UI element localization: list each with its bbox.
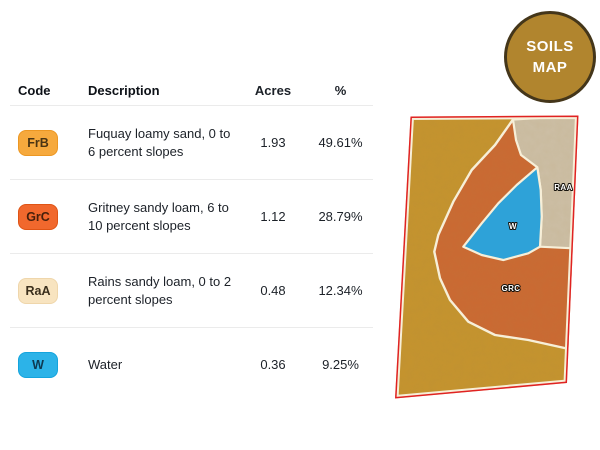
soil-code-badge: W: [18, 351, 58, 378]
soil-table-body: FrB Fuquay loamy sand, 0 to 6 percent sl…: [10, 105, 373, 401]
soil-table-row: W Water 0.36 9.25%: [10, 327, 373, 401]
grc-boundary-line: [433, 118, 571, 351]
soil-percent: 49.61%: [318, 135, 363, 150]
soils-map: RAA W GRC: [385, 100, 600, 415]
soil-description: Rains sandy loam, 0 to 2 percent slopes: [88, 273, 232, 307]
soil-table-row: RaA Rains sandy loam, 0 to 2 percent slo…: [10, 253, 373, 327]
map-label-w: W: [509, 222, 517, 231]
header-code: Code: [18, 83, 51, 98]
region-water: [462, 166, 543, 262]
soil-acres: 0.48: [260, 283, 286, 298]
soil-code-badge: FrB: [18, 129, 58, 156]
soil-description: Water: [88, 356, 123, 372]
soil-description: Fuquay loamy sand, 0 to 6 percent slopes: [88, 125, 231, 159]
soils-map-svg: RAA W GRC: [395, 115, 579, 399]
soil-table: Code Description Acres % FrB Fuquay loam…: [10, 76, 373, 401]
soil-acres: 1.93: [260, 135, 286, 150]
soil-percent: 28.79%: [318, 209, 363, 224]
soil-table-row: GrC Gritney sandy loam, 6 to 10 percent …: [10, 179, 373, 253]
soil-table-header: Code Description Acres %: [10, 76, 373, 105]
stamp-line1: SOILS: [526, 38, 574, 55]
soil-code-badge: GrC: [18, 203, 58, 230]
soil-percent: 12.34%: [318, 283, 363, 298]
header-description: Description: [88, 83, 160, 98]
soil-acres: 0.36: [260, 357, 286, 372]
header-acres: Acres: [254, 83, 292, 98]
soil-description: Gritney sandy loam, 6 to 10 percent slop…: [88, 199, 229, 233]
map-label-raa: RAA: [554, 183, 573, 192]
soil-table-row: FrB Fuquay loamy sand, 0 to 6 percent sl…: [10, 105, 373, 179]
soil-percent: 9.25%: [322, 357, 359, 372]
map-label-grc: GRC: [502, 284, 521, 293]
soil-acres: 1.12: [260, 209, 286, 224]
header-percent: %: [334, 83, 347, 98]
soil-code-badge: RaA: [18, 277, 58, 304]
soils-map-stamp: SOILS MAP: [504, 11, 596, 103]
stamp-line2: MAP: [532, 59, 568, 76]
